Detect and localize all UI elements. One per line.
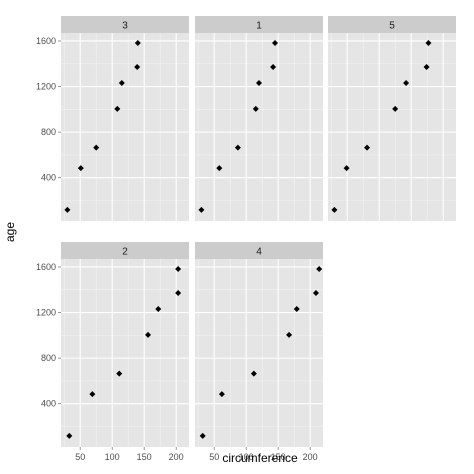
facet-panel-5: 5 bbox=[328, 16, 456, 221]
facet-strip-label: 3 bbox=[122, 21, 128, 32]
data-point bbox=[198, 206, 205, 213]
y-tick-label: 400 bbox=[41, 173, 56, 183]
y-tick-labels: 400 800 1200 1600 400 800 1200 1600 bbox=[36, 36, 61, 409]
x-tick-label: 100 bbox=[105, 452, 120, 462]
x-tick-label: 200 bbox=[303, 452, 318, 462]
data-point bbox=[89, 391, 96, 398]
y-axis-title: age bbox=[3, 222, 17, 242]
data-point bbox=[114, 105, 121, 112]
data-point bbox=[218, 391, 225, 398]
data-point bbox=[252, 105, 259, 112]
data-point bbox=[293, 306, 300, 313]
facet-panel-3: 3 bbox=[61, 16, 189, 221]
y-tick-label: 800 bbox=[41, 127, 56, 137]
y-tick-label: 1600 bbox=[36, 36, 56, 46]
facet-strip-label: 2 bbox=[122, 247, 128, 258]
data-point bbox=[134, 40, 141, 47]
data-point bbox=[343, 165, 350, 172]
y-tick-label: 1600 bbox=[36, 262, 56, 272]
facet-strip-label: 4 bbox=[256, 247, 262, 258]
data-point bbox=[392, 105, 399, 112]
data-point bbox=[234, 144, 241, 151]
data-point bbox=[272, 40, 278, 47]
y-tick-label: 800 bbox=[41, 353, 56, 363]
x-tick-label: 200 bbox=[169, 452, 184, 462]
data-point bbox=[199, 432, 206, 439]
facet-strip-label: 5 bbox=[389, 21, 395, 32]
data-point bbox=[425, 40, 432, 47]
panel-background bbox=[195, 33, 323, 221]
facet-strip bbox=[61, 242, 189, 259]
panel-background bbox=[61, 33, 189, 221]
panel-background bbox=[195, 259, 323, 447]
data-point bbox=[118, 80, 125, 87]
data-point bbox=[175, 289, 182, 296]
y-tick-label: 1200 bbox=[36, 82, 56, 92]
data-point bbox=[364, 144, 371, 151]
x-tick-label: 150 bbox=[271, 452, 286, 462]
x-tick-label: 150 bbox=[137, 452, 152, 462]
data-point bbox=[175, 266, 182, 273]
data-point bbox=[331, 206, 338, 213]
data-point bbox=[316, 266, 323, 273]
data-point bbox=[216, 165, 223, 172]
facet-panel-2: 2 bbox=[61, 242, 189, 447]
x-tick-labels: 50 100 150 200 50 100 150 200 bbox=[75, 447, 318, 462]
data-point bbox=[145, 331, 152, 338]
facet-strip bbox=[195, 16, 323, 33]
data-point bbox=[423, 63, 430, 70]
data-point bbox=[270, 63, 277, 70]
data-point bbox=[77, 165, 84, 172]
facet-strip-label: 1 bbox=[256, 21, 262, 32]
data-point bbox=[134, 63, 141, 70]
data-point bbox=[250, 370, 257, 377]
facet-panels: 3 1 5 2 4 bbox=[61, 16, 456, 447]
facet-strip bbox=[61, 16, 189, 33]
data-point bbox=[93, 144, 100, 151]
data-point bbox=[403, 80, 410, 87]
y-tick-label: 1200 bbox=[36, 308, 56, 318]
facet-strip bbox=[195, 242, 323, 259]
x-axis-title: circumference bbox=[222, 451, 298, 465]
x-tick-label: 50 bbox=[75, 452, 85, 462]
data-point bbox=[155, 306, 162, 313]
data-point bbox=[256, 80, 262, 87]
facet-panel-1: 1 bbox=[195, 16, 323, 221]
y-tick-label: 400 bbox=[41, 399, 56, 409]
data-point bbox=[64, 206, 71, 213]
x-tick-label: 50 bbox=[209, 452, 219, 462]
data-point bbox=[116, 370, 123, 377]
data-point bbox=[312, 289, 319, 296]
data-point bbox=[286, 331, 293, 338]
panel-background bbox=[61, 259, 189, 447]
data-point bbox=[66, 432, 73, 439]
x-tick-label: 100 bbox=[239, 452, 254, 462]
facet-strip bbox=[328, 16, 456, 33]
facet-panel-4: 4 bbox=[195, 242, 323, 447]
panel-background bbox=[328, 33, 456, 221]
